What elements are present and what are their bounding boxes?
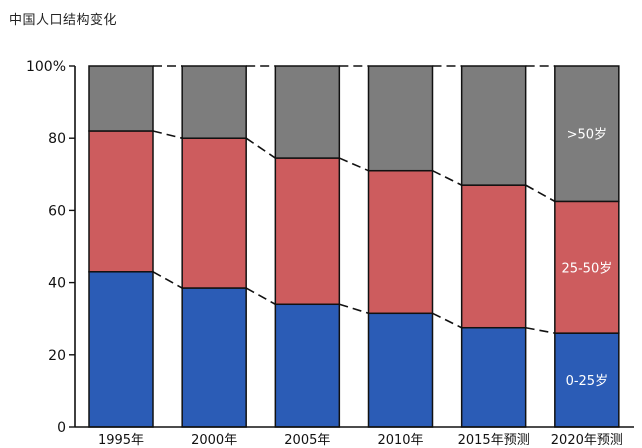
series-label: 0-25岁: [566, 374, 609, 389]
x-tick-label: 2020年预测: [551, 433, 623, 448]
x-tick-label: 2000年: [191, 433, 237, 448]
bar-segment-1-5: [554, 200, 620, 334]
connector-line: [152, 271, 183, 289]
x-tick-label: 2015年预测: [458, 433, 530, 448]
connector-line: [432, 169, 463, 186]
connector-line: [339, 157, 369, 172]
bar-segment-1-4: [460, 184, 527, 329]
y-tick-label: 20: [48, 348, 66, 364]
bar-segment-1-1: [181, 137, 247, 289]
bar-segment-1-3: [367, 169, 434, 315]
connector-line: [432, 312, 463, 329]
x-tick-label: 1995年: [98, 433, 144, 448]
chart-title: 中国人口结构变化: [9, 13, 118, 28]
bar-segment-2-0: [88, 65, 154, 132]
connector-line: [245, 287, 276, 305]
y-tick-label: 80: [48, 131, 66, 147]
y-tick-label: 100%: [26, 59, 66, 75]
bar-segment-2-4: [460, 65, 527, 186]
connector-line: [245, 137, 276, 159]
x-tick-label: 2005年: [284, 433, 330, 448]
series-label: 25-50岁: [561, 261, 612, 276]
bar-segment-1-0: [88, 130, 154, 273]
bar-segment-0-0: [88, 271, 154, 428]
bar-segment-0-1: [181, 287, 247, 428]
connector-line: [152, 130, 183, 139]
bar-segment-0-2: [274, 303, 341, 428]
x-tick-label: 2010年: [377, 433, 423, 448]
connector-line: [525, 326, 555, 334]
connector-line: [525, 184, 556, 203]
y-tick-label: 0: [57, 420, 66, 436]
bar-segment-2-1: [181, 65, 247, 139]
bar-segment-0-3: [367, 312, 434, 428]
bar-segment-0-5: [554, 332, 620, 428]
y-tick-label: 60: [48, 203, 66, 219]
bar-segment-2-2: [274, 65, 341, 159]
connector-line: [339, 303, 369, 315]
bar-segment-2-3: [367, 65, 434, 172]
bar-segment-0-4: [460, 326, 527, 428]
y-tick-label: 40: [48, 276, 66, 292]
series-label: >50岁: [567, 128, 607, 143]
bar-segment-2-5: [554, 65, 620, 203]
bar-segment-1-2: [274, 157, 341, 306]
